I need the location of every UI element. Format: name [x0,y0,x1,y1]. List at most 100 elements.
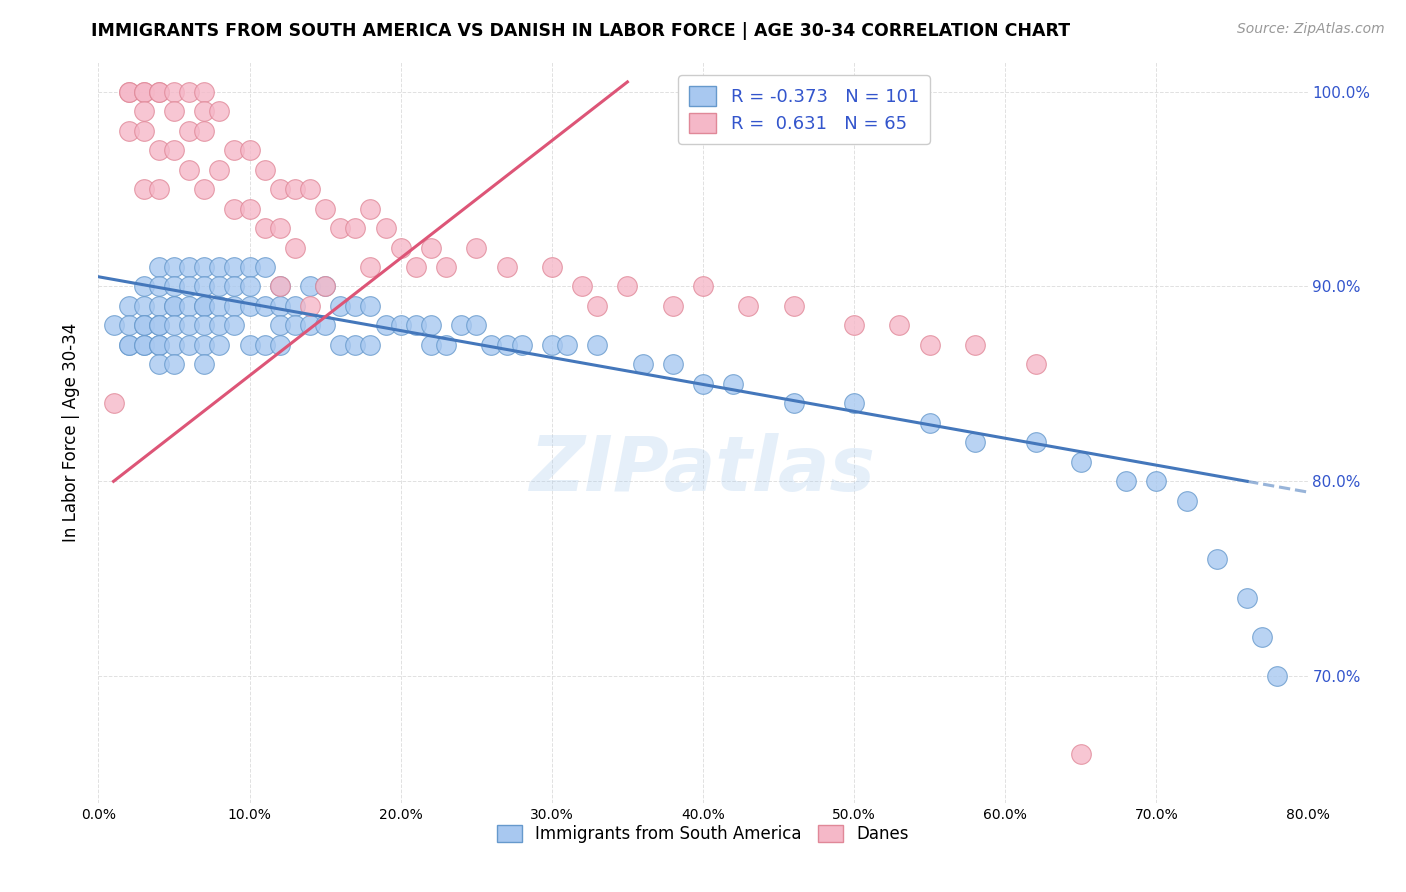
Point [239,260,262,274]
Point [269,338,291,352]
Point [118,299,141,313]
Point [132,338,155,352]
Point [1175,493,1198,508]
Point [586,338,609,352]
Point [224,143,246,157]
Point [284,318,307,333]
Point [571,279,593,293]
Point [420,240,443,254]
Point [148,299,170,313]
Y-axis label: In Labor Force | Age 30-34: In Labor Force | Age 30-34 [62,323,80,542]
Point [540,338,562,352]
Point [163,143,186,157]
Point [360,338,382,352]
Point [1070,747,1092,761]
Point [179,162,201,177]
Point [148,338,170,352]
Point [179,123,201,137]
Point [132,182,155,196]
Point [208,104,231,119]
Text: Source: ZipAtlas.com: Source: ZipAtlas.com [1237,22,1385,37]
Point [737,299,759,313]
Point [783,299,806,313]
Point [314,318,336,333]
Point [450,318,472,333]
Point [193,299,215,313]
Point [314,279,336,293]
Point [360,202,382,216]
Point [844,318,866,333]
Point [1251,630,1274,644]
Point [329,221,352,235]
Point [1024,358,1046,372]
Point [179,85,201,99]
Point [163,299,186,313]
Point [661,299,683,313]
Point [148,318,170,333]
Point [329,299,352,313]
Point [208,318,231,333]
Point [132,318,155,333]
Point [284,240,307,254]
Point [434,260,457,274]
Point [918,338,941,352]
Point [179,260,201,274]
Point [239,299,262,313]
Point [118,318,141,333]
Point [269,279,291,293]
Point [1144,475,1167,489]
Point [284,299,307,313]
Point [103,396,125,410]
Point [208,338,231,352]
Point [1070,455,1092,469]
Point [844,396,866,410]
Point [208,279,231,293]
Point [389,240,412,254]
Point [1236,591,1258,606]
Point [360,299,382,313]
Point [224,202,246,216]
Point [314,202,336,216]
Point [314,279,336,293]
Point [193,182,215,196]
Point [374,221,396,235]
Point [253,162,276,177]
Point [253,338,276,352]
Point [132,338,155,352]
Point [434,338,457,352]
Point [269,318,291,333]
Point [118,338,141,352]
Point [179,279,201,293]
Point [269,221,291,235]
Point [299,182,322,196]
Point [208,299,231,313]
Point [661,358,683,372]
Point [118,85,141,99]
Point [299,299,322,313]
Point [148,358,170,372]
Point [360,260,382,274]
Point [783,396,806,410]
Point [269,279,291,293]
Point [118,85,141,99]
Point [193,338,215,352]
Point [1115,475,1137,489]
Point [616,279,638,293]
Point [405,260,427,274]
Point [540,260,562,274]
Point [163,279,186,293]
Point [495,338,517,352]
Point [103,318,125,333]
Point [420,318,443,333]
Point [193,318,215,333]
Point [193,299,215,313]
Text: ZIPatlas: ZIPatlas [530,433,876,507]
Point [510,338,533,352]
Point [465,240,488,254]
Legend: Immigrants from South America, Danes: Immigrants from South America, Danes [491,819,915,850]
Point [132,299,155,313]
Point [163,104,186,119]
Point [132,279,155,293]
Point [723,376,745,391]
Point [148,85,170,99]
